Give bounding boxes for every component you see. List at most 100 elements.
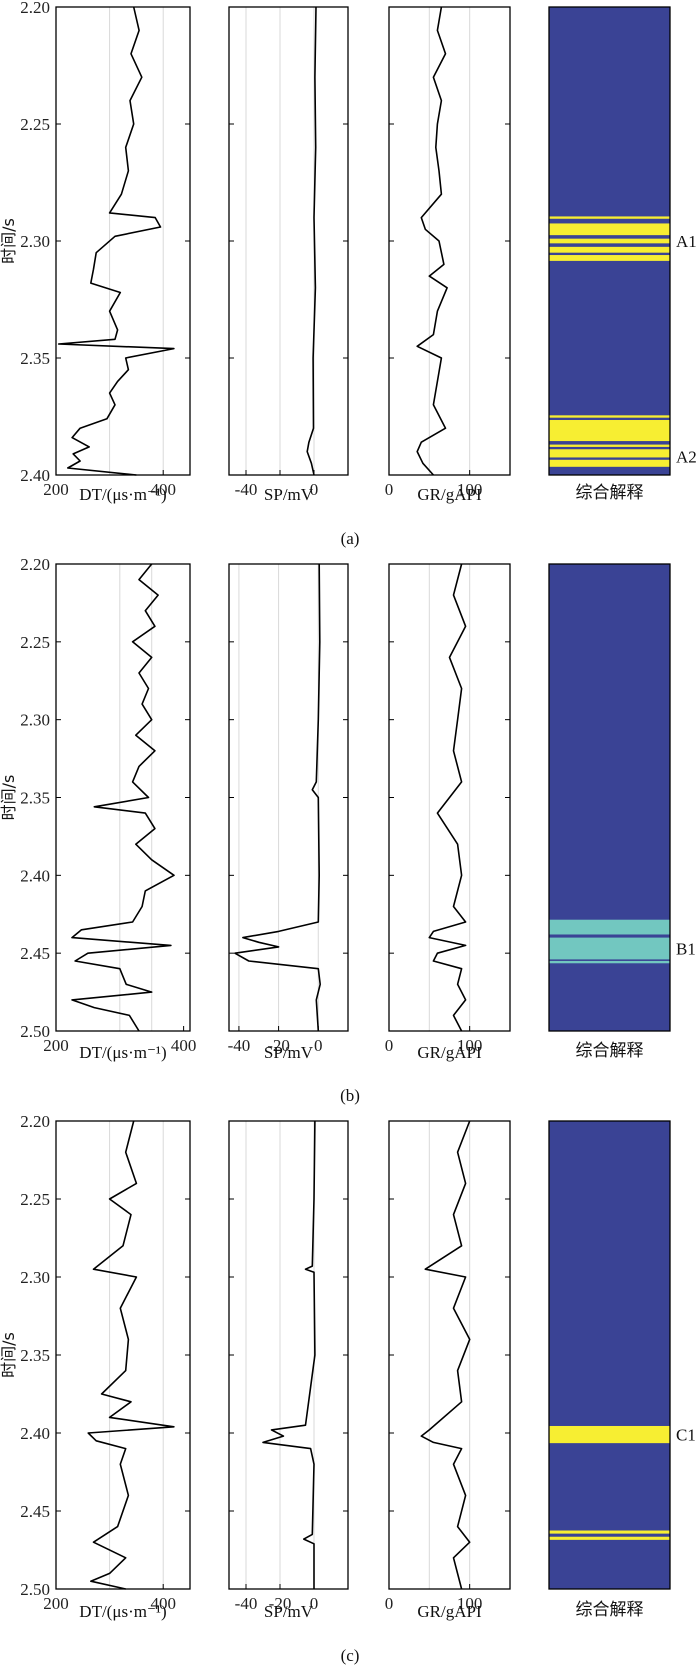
interpretation-track: B1 综合解释 [548, 563, 696, 1061]
panel-caption: (c) [341, 1646, 360, 1665]
x-axis-label: SP/mV [264, 485, 314, 504]
track-frame [388, 6, 511, 476]
track-frame [228, 563, 349, 1032]
interpretation-layer [549, 1536, 670, 1540]
log-curve [87, 1120, 175, 1590]
y-tick-label: 2.50 [20, 1022, 50, 1041]
x-axis-label: GR/gAPI [417, 1043, 482, 1062]
x-tick-label: 0 [385, 1036, 394, 1055]
x-tick-label: 0 [314, 1036, 323, 1055]
track-frame [228, 1120, 349, 1590]
track-sp: -40 0SP/mV [228, 6, 349, 504]
interpretation-layer [549, 960, 670, 964]
interpretation-layer [549, 1530, 670, 1534]
x-tick-label: 200 [43, 1036, 69, 1055]
interpretation-frame [548, 1120, 671, 1590]
log-curve [416, 6, 448, 476]
interpretation-frame [548, 6, 671, 476]
x-tick-label: 400 [171, 1036, 197, 1055]
layer-label: C1 [676, 1426, 696, 1445]
log-curve [71, 563, 175, 1032]
interpretation-layer [549, 919, 670, 935]
x-tick-label: -40 [235, 480, 258, 499]
x-tick-label: -40 [235, 1594, 258, 1613]
y-tick-label: 2.20 [20, 555, 50, 574]
y-tick-label: 2.40 [20, 1424, 50, 1443]
interpretation-layer [549, 459, 670, 467]
interpretation-layer [549, 937, 670, 960]
y-tick-label: 2.20 [20, 0, 50, 17]
x-tick-label: 100 [457, 1036, 483, 1055]
track-frame [228, 6, 349, 476]
y-axis-label: 时间/s [0, 775, 18, 821]
interpretation-layer [549, 420, 670, 442]
track-sp: -40 -20 0SP/mV [228, 563, 349, 1062]
x-tick-label: 0 [385, 480, 394, 499]
x-tick-label: 0 [310, 1594, 319, 1613]
log-curve [234, 563, 322, 1032]
layer-label: A2 [676, 447, 697, 466]
x-axis-label: DT/(μs·m⁻¹) [79, 1602, 166, 1621]
interpretation-layer [549, 444, 670, 447]
x-axis-label: DT/(μs·m⁻¹) [79, 485, 166, 504]
x-axis-label: GR/gAPI [417, 1602, 482, 1621]
log-curve [306, 6, 317, 476]
interpretation-layer [549, 255, 670, 261]
log-curve [420, 1120, 471, 1590]
interpretation-background [549, 1121, 670, 1589]
y-tick-label: 2.30 [20, 232, 50, 251]
y-tick-label: 2.35 [20, 1346, 50, 1365]
y-tick-label: 2.25 [20, 1190, 50, 1209]
y-tick-label: 2.35 [20, 349, 50, 368]
y-tick-label: 2.45 [20, 1502, 50, 1521]
track-sp: -40 -20 0SP/mV [228, 1120, 349, 1621]
y-tick-label: 2.45 [20, 944, 50, 963]
interpretation-track: A1 A2 综合解释 [548, 6, 697, 503]
layer-label: A1 [676, 232, 697, 251]
track-frame [388, 1120, 511, 1590]
x-axis-label: SP/mV [264, 1602, 314, 1621]
x-tick-label: 0 [385, 1594, 394, 1613]
x-axis-label: SP/mV [264, 1043, 314, 1062]
log-curve [262, 1120, 316, 1589]
interpretation-layer [549, 216, 670, 219]
x-axis-label: GR/gAPI [417, 485, 482, 504]
x-tick-label: 0 [310, 480, 319, 499]
interpretation-track: C1 综合解释 [548, 1120, 696, 1620]
y-tick-label: 2.25 [20, 115, 50, 134]
y-tick-label: 2.25 [20, 633, 50, 652]
interpretation-label: 综合解释 [576, 1041, 644, 1061]
interpretation-layer [549, 1425, 670, 1444]
interpretation-layer [549, 223, 670, 236]
x-tick-label: 400 [150, 480, 176, 499]
y-tick-label: 2.40 [20, 466, 50, 485]
layer-label: B1 [676, 939, 696, 958]
y-axis-label: 时间/s [0, 1332, 18, 1378]
interpretation-layer [549, 449, 670, 458]
y-axis-label: 时间/s [0, 218, 18, 264]
y-tick-label: 2.40 [20, 866, 50, 885]
x-tick-label: -40 [228, 1036, 251, 1055]
x-tick-label: -20 [267, 1036, 290, 1055]
x-tick-label: 400 [150, 1594, 176, 1613]
log-curve [428, 563, 467, 1032]
y-tick-label: 2.35 [20, 789, 50, 808]
log-curve [57, 6, 175, 476]
x-tick-label: 100 [457, 1594, 483, 1613]
y-tick-label: 2.20 [20, 1112, 50, 1131]
interpretation-layer [549, 238, 670, 244]
interpretation-frame [548, 563, 671, 1032]
panel-caption: (a) [341, 529, 360, 548]
x-tick-label: 200 [43, 480, 69, 499]
y-tick-label: 2.30 [20, 711, 50, 730]
x-tick-label: -20 [269, 1594, 292, 1613]
track-frame [55, 6, 191, 476]
interpretation-label: 综合解释 [576, 483, 644, 503]
